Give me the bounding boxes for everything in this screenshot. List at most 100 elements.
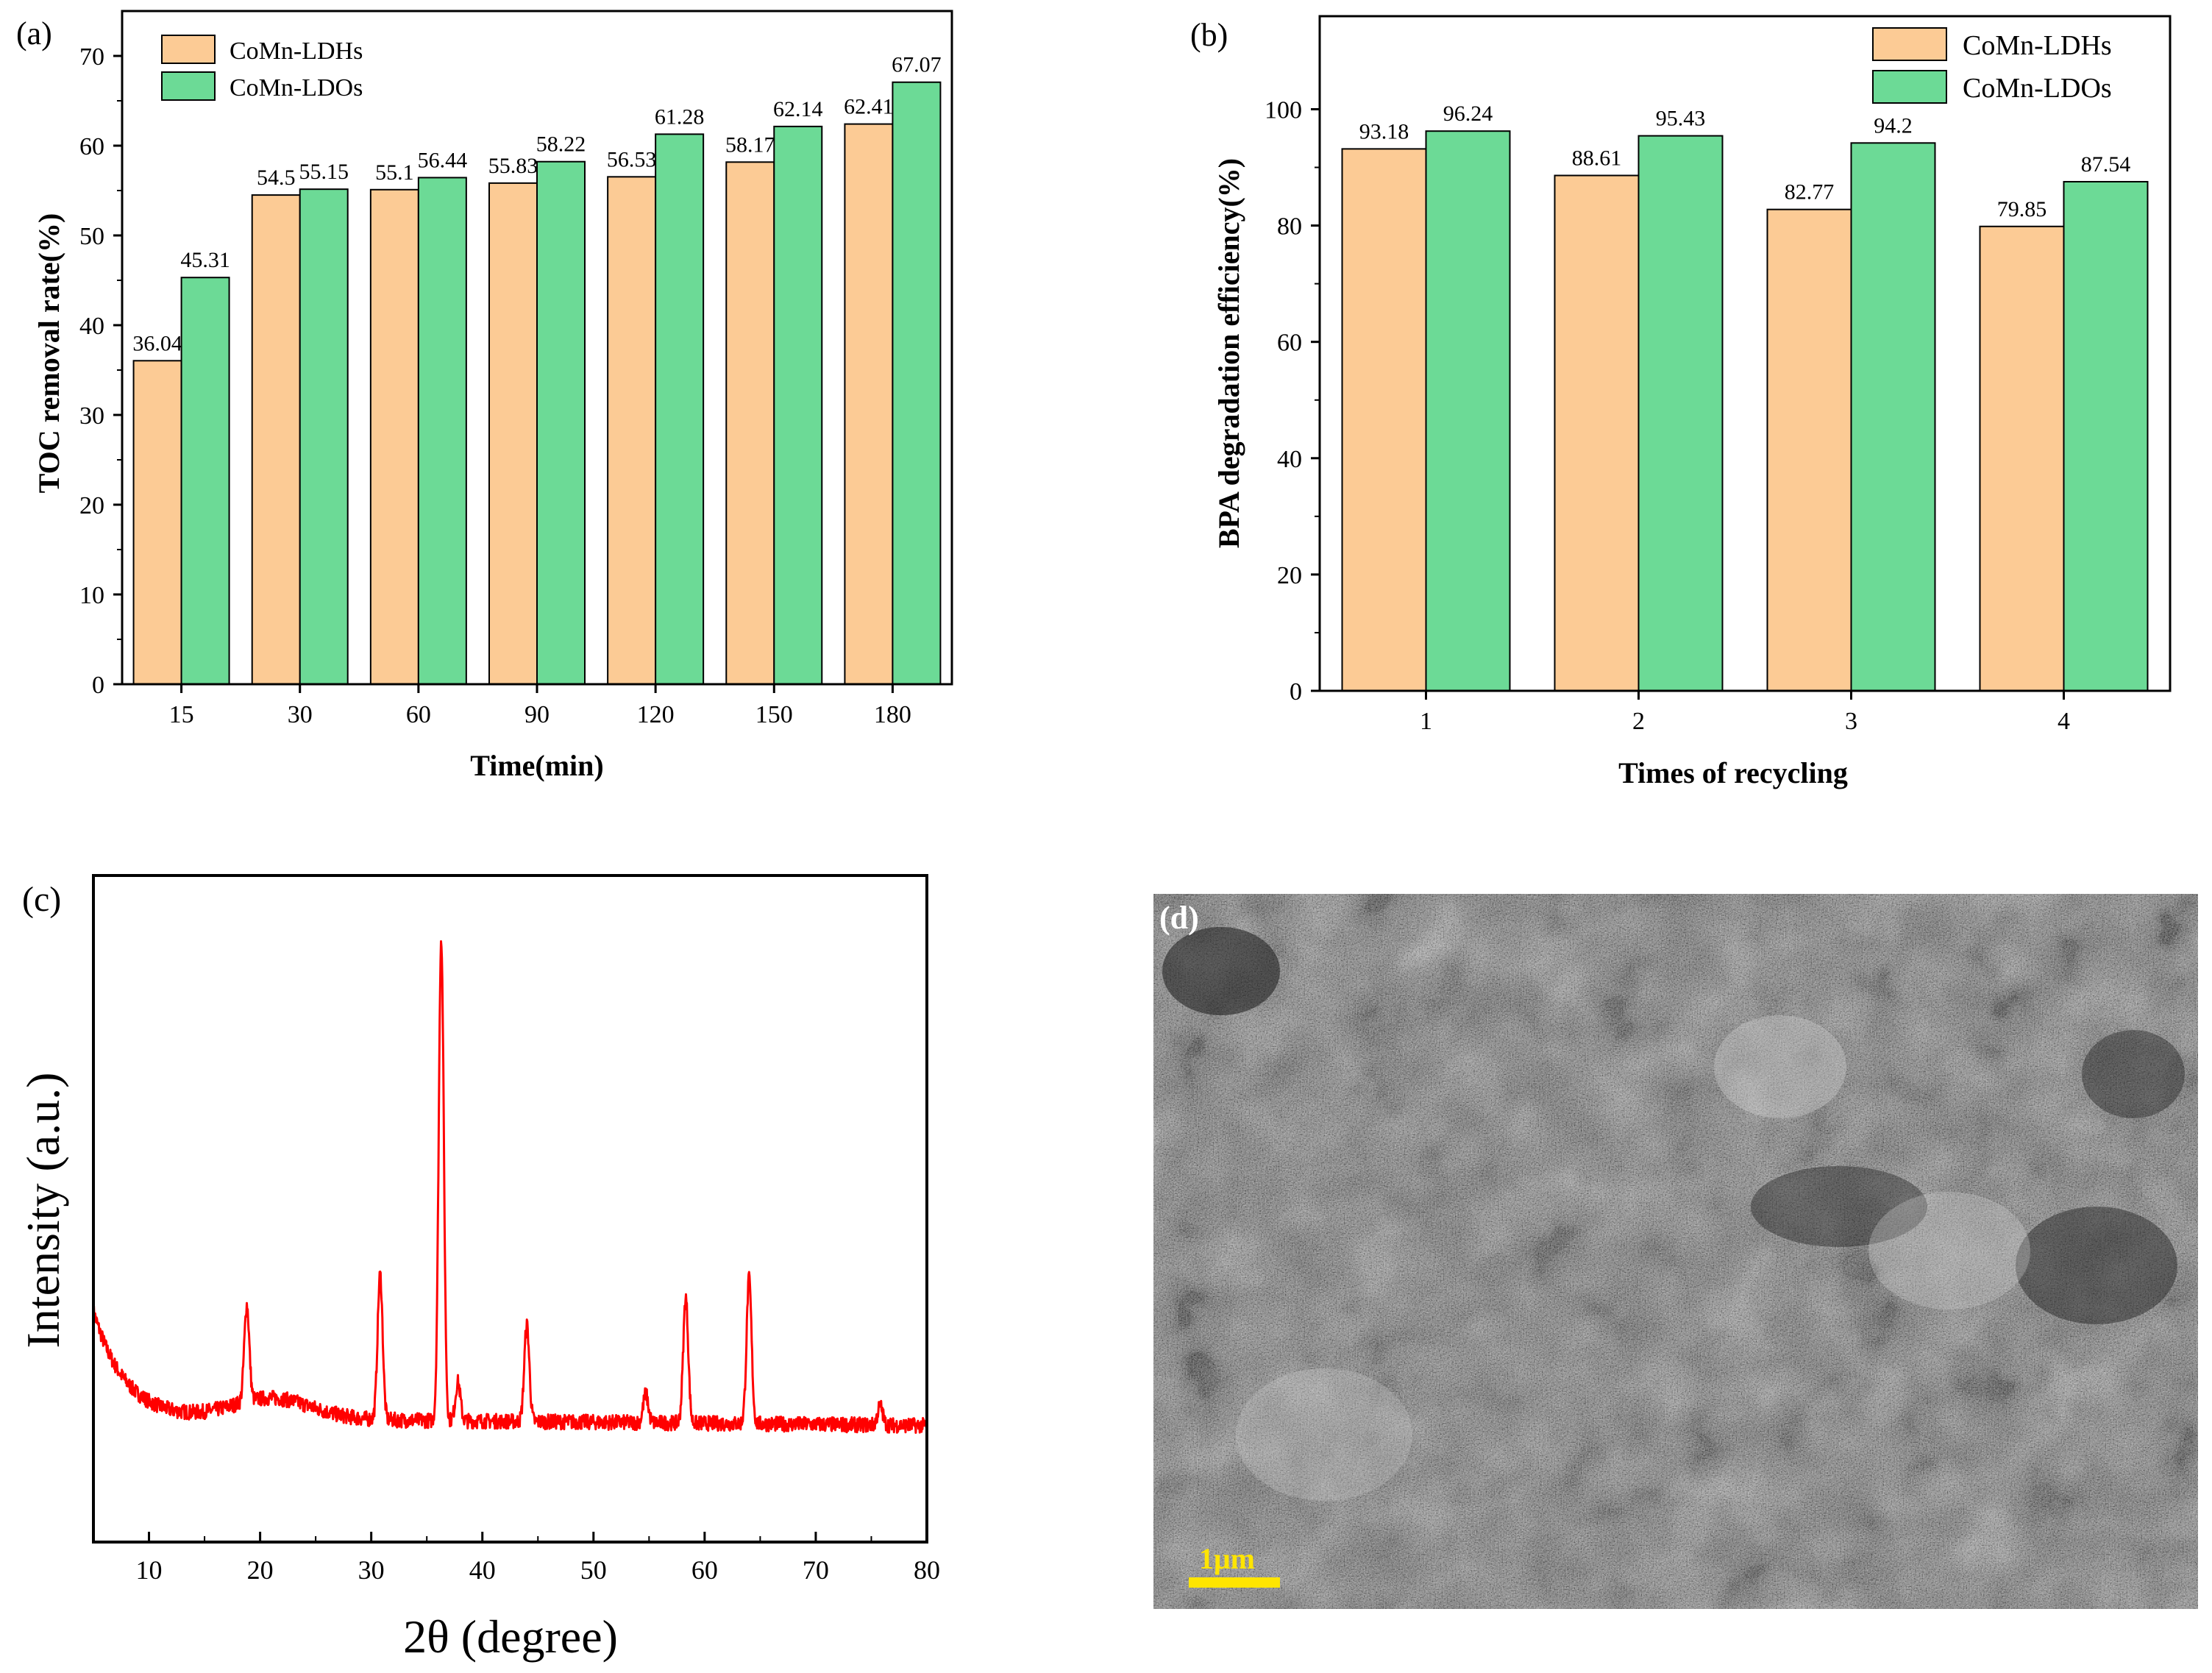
- panel-a-label: (a): [16, 15, 52, 51]
- panel-b-y-tick-label: 40: [1277, 446, 1302, 473]
- panel-a-bar-value-label: 62.14: [773, 97, 823, 121]
- panel-b-bar-value-label: 87.54: [2081, 152, 2131, 177]
- panel-a-bar-ldo: [892, 81, 942, 686]
- panel-b-x-tick-label: 2: [1632, 708, 1645, 735]
- panel-a-bar-value-label: 62.41: [844, 95, 894, 119]
- panel-c-x-axis: 10 20 30 40 50 60 70 80: [93, 1532, 940, 1585]
- panel-a-y-tick-label: 60: [79, 133, 104, 160]
- panel-a-y-tick-label: 0: [92, 672, 104, 699]
- panel-b-bar-ldh: [1341, 148, 1427, 692]
- panel-a-legend-swatch-ldh: [161, 35, 216, 64]
- panel-a-bar-value-label: 67.07: [892, 53, 942, 77]
- panel-b-legend-label-ldh: CoMn-LDHs: [1963, 30, 2112, 61]
- panel-b-bar-ldh: [1979, 225, 2065, 692]
- panel-a-bar-ldo: [536, 160, 586, 685]
- panel-b-y-tick-label: 0: [1290, 678, 1302, 706]
- panel-a-bar-ldh: [488, 182, 538, 685]
- panel-b-bar-value-label: 88.61: [1572, 146, 1622, 171]
- panel-a-y-axis: 0 10 20 30 40 50 60 70: [79, 43, 122, 699]
- panel-b-legend-label-ldo: CoMn-LDOs: [1963, 73, 2112, 104]
- panel-a-bar-ldh: [844, 123, 894, 685]
- panel-a-bar-value-label: 54.5: [257, 166, 296, 190]
- panel-b-bar-ldo: [1850, 142, 1936, 692]
- sem-scale-bar: [1189, 1577, 1280, 1588]
- panel-a-y-tick-label: 30: [79, 402, 104, 430]
- panel-a-bar-value-label: 58.17: [725, 132, 775, 157]
- panel-a-legend: CoMn-LDHs CoMn-LDOs: [161, 35, 363, 102]
- panel-a-legend-label-ldh: CoMn-LDHs: [230, 38, 363, 65]
- panel-a-bar-value-label: 61.28: [655, 104, 705, 129]
- panel-a-bar-value-label: 55.83: [488, 154, 538, 178]
- sem-image-texture-fine: [1153, 894, 2198, 1609]
- panel-a-y-tick-label: 40: [79, 313, 104, 340]
- panel-c-x-tick-label: 70: [803, 1555, 829, 1585]
- panel-a-x-tick-label: 120: [637, 701, 675, 728]
- panel-c-x-tick-label: 40: [469, 1555, 496, 1585]
- panel-a-y-tick-label: 20: [79, 492, 104, 519]
- panel-a-x-axis: 15 30 60 90 120 150 180: [169, 684, 911, 728]
- panel-c-x-label: 2θ (degree): [403, 1610, 618, 1663]
- panel-a-bar-ldo: [417, 177, 467, 685]
- panel-b-bar-ldo: [1637, 135, 1724, 692]
- panel-a-bar-ldo: [299, 188, 349, 686]
- panel-a-bar-value-label: 55.15: [299, 160, 349, 184]
- sem-bright-cluster: [1236, 1368, 1412, 1501]
- sem-scale-bar-label: 1μm: [1199, 1542, 1255, 1575]
- sem-dark-pore: [1162, 927, 1280, 1015]
- panel-a-x-tick-label: 180: [874, 701, 911, 728]
- panel-c-x-tick-label: 60: [691, 1555, 718, 1585]
- panel-b-y-label: BPA degradation efficiency(%): [1212, 158, 1245, 548]
- panel-b-x-tick-label: 4: [2058, 708, 2070, 735]
- panel-b-bar-ldo: [1425, 130, 1511, 692]
- panel-c-label: (c): [22, 880, 61, 919]
- panel-a-bar-ldh: [251, 194, 301, 686]
- panel-c-x-tick-label: 80: [914, 1555, 940, 1585]
- panel-b-legend-swatch-ldh: [1872, 27, 1947, 61]
- panel-c-x-tick-label: 50: [580, 1555, 607, 1585]
- sem-bright-cluster: [1868, 1192, 2030, 1310]
- panel-b-bar-ldo: [2063, 180, 2149, 692]
- panel-c: (c) 10 20 30 40 50 60 70 80 2θ (degree) Intensi…: [17, 874, 940, 1663]
- panel-a-plot-frame: [121, 10, 953, 686]
- panel-a-bar-ldh: [369, 188, 419, 685]
- panel-a-y-tick-label: 50: [79, 223, 104, 250]
- panel-c-x-tick-label: 10: [136, 1555, 163, 1585]
- panel-b-x-axis: 1 2 3 4: [1420, 691, 2070, 735]
- panel-b-bar-value-label: 93.18: [1359, 119, 1409, 143]
- panel-c-x-tick-label: 30: [358, 1555, 385, 1585]
- panel-a-x-label: Time(min): [470, 749, 603, 782]
- panel-c-plot-frame: [92, 874, 928, 1544]
- panel-a-bar-ldh: [725, 161, 775, 686]
- panel-b-bar-value-label: 96.24: [1443, 102, 1493, 126]
- panel-b-bar-ldh: [1766, 208, 1852, 692]
- panel-b: (b) 0 20 40 60 80 100 93.18 96.24 88.61 95.43 82.…: [1190, 15, 2172, 789]
- sem-dark-pore: [2082, 1030, 2185, 1118]
- panel-a-bar-ldh: [607, 176, 657, 686]
- panel-a-bar-ldo: [773, 125, 823, 685]
- panel-c-x-tick-label: 20: [247, 1555, 274, 1585]
- panel-b-y-tick-label: 60: [1277, 330, 1302, 357]
- panel-a-x-tick-label: 30: [288, 701, 313, 728]
- panel-b-label: (b): [1190, 17, 1228, 53]
- panel-d: (d) 1μm: [1153, 894, 2198, 1609]
- panel-a-bar-ldo: [655, 133, 705, 686]
- panel-c-y-label: Intensity (a.u.): [17, 1073, 69, 1349]
- panel-d-label: (d): [1159, 900, 1199, 936]
- panel-a-x-tick-label: 15: [169, 701, 194, 728]
- panel-b-bars: 93.18 96.24 88.61 95.43 82.77 94.2 79.85 87.54: [1341, 102, 2149, 692]
- panel-b-bar-ldh: [1554, 174, 1640, 692]
- panel-a-bar-value-label: 58.22: [536, 132, 586, 157]
- panel-b-plot-frame: [1318, 15, 2172, 692]
- panel-a-legend-swatch-ldo: [161, 71, 216, 101]
- panel-a-bar-value-label: 36.04: [132, 331, 182, 355]
- panel-b-bar-value-label: 79.85: [1997, 197, 2047, 221]
- panel-b-bar-value-label: 82.77: [1785, 180, 1835, 205]
- panel-b-y-tick-label: 80: [1277, 213, 1302, 241]
- panel-b-legend-swatch-ldo: [1872, 70, 1947, 104]
- sem-bright-cluster: [1714, 1015, 1846, 1118]
- sem-dark-pore: [2016, 1207, 2177, 1324]
- xrd-pattern-line: [92, 940, 928, 1434]
